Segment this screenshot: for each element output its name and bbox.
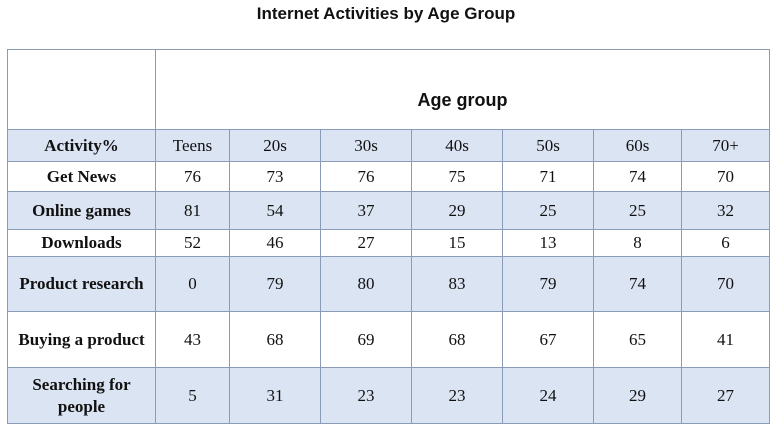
value-cell: 41	[681, 311, 770, 368]
value-cell: 8	[593, 229, 682, 257]
value-cell: 80	[320, 256, 412, 312]
value-cell: 25	[502, 191, 594, 230]
table-row: Get News 76 73 76 75 71 74 70	[7, 161, 770, 192]
table-row: Searching for people 5 31 23 23 24 29 27	[7, 367, 770, 424]
value-cell: 29	[411, 191, 503, 230]
value-cell: 37	[320, 191, 412, 230]
value-cell: 74	[593, 161, 682, 192]
table-row: Product research 0 79 80 83 79 74 70	[7, 256, 770, 312]
row-label: Get News	[7, 161, 156, 192]
value-cell: 46	[229, 229, 321, 257]
value-cell: 79	[229, 256, 321, 312]
row-label: Product research	[7, 256, 156, 312]
value-cell: 52	[155, 229, 230, 257]
table-row: Downloads 52 46 27 15 13 8 6	[7, 229, 770, 257]
value-cell: 13	[502, 229, 594, 257]
value-cell: 23	[411, 367, 503, 424]
value-cell: 70	[681, 161, 770, 192]
value-cell: 67	[502, 311, 594, 368]
value-cell: 29	[593, 367, 682, 424]
column-header: Teens	[155, 129, 230, 162]
value-cell: 31	[229, 367, 321, 424]
value-cell: 15	[411, 229, 503, 257]
row-header-label: Activity%	[7, 129, 156, 162]
value-cell: 68	[229, 311, 321, 368]
value-cell: 76	[320, 161, 412, 192]
value-cell: 81	[155, 191, 230, 230]
value-cell: 32	[681, 191, 770, 230]
value-cell: 43	[155, 311, 230, 368]
column-header: 40s	[411, 129, 503, 162]
value-cell: 0	[155, 256, 230, 312]
row-label: Online games	[7, 191, 156, 230]
column-header: 60s	[593, 129, 682, 162]
value-cell: 25	[593, 191, 682, 230]
value-cell: 75	[411, 161, 503, 192]
value-cell: 83	[411, 256, 503, 312]
value-cell: 24	[502, 367, 594, 424]
value-cell: 73	[229, 161, 321, 192]
value-cell: 5	[155, 367, 230, 424]
table-row: Buying a product 43 68 69 68 67 65 41	[7, 311, 770, 368]
value-cell: 76	[155, 161, 230, 192]
corner-cell	[7, 49, 156, 130]
value-cell: 23	[320, 367, 412, 424]
row-label: Searching for people	[7, 367, 156, 424]
value-cell: 27	[320, 229, 412, 257]
value-cell: 74	[593, 256, 682, 312]
table-row: Online games 81 54 37 29 25 25 32	[7, 191, 770, 230]
value-cell: 65	[593, 311, 682, 368]
data-table: Age group Activity% Teens 20s 30s 40s 50s 60s 7…	[7, 49, 770, 424]
row-label: Buying a product	[7, 311, 156, 368]
row-label: Downloads	[7, 229, 156, 257]
column-header: 70+	[681, 129, 770, 162]
value-cell: 69	[320, 311, 412, 368]
column-header: 30s	[320, 129, 412, 162]
value-cell: 27	[681, 367, 770, 424]
value-cell: 54	[229, 191, 321, 230]
column-header: 20s	[229, 129, 321, 162]
value-cell: 79	[502, 256, 594, 312]
value-cell: 68	[411, 311, 503, 368]
value-cell: 6	[681, 229, 770, 257]
value-cell: 70	[681, 256, 770, 312]
value-cell: 71	[502, 161, 594, 192]
column-header: 50s	[502, 129, 594, 162]
chart-title: Internet Activities by Age Group	[256, 4, 516, 23]
column-group-header: Age group	[155, 49, 770, 130]
